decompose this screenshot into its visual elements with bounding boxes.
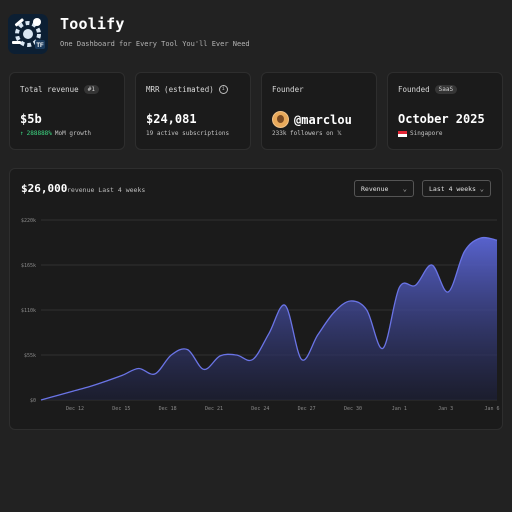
metric-select[interactable]: Revenue ⌄: [354, 180, 414, 197]
data-point: [382, 347, 384, 349]
country-name: Singapore: [410, 130, 443, 137]
total-revenue-label-row: Total revenue #1: [20, 85, 99, 94]
y-tick-label: $110k: [21, 308, 36, 314]
data-point: [73, 390, 75, 392]
revenue-chart-card: $0 $55k $110k $165k $220k Dec 12 Dec 15 Dec 18 D…: [9, 168, 503, 430]
data-point: [496, 239, 498, 241]
logo-text: TF: [36, 43, 44, 49]
data-point: [203, 369, 205, 371]
revenue-area: [41, 237, 497, 400]
total-revenue-value: $5b: [20, 112, 42, 126]
data-point: [236, 354, 238, 356]
tools-logo-icon: TF: [12, 18, 45, 49]
x-tick-label: Dec 18: [159, 406, 177, 412]
y-tick-label: $0: [30, 398, 36, 404]
growth-suffix: MoM growth: [54, 130, 92, 137]
founded-label-row: Founded SaaS: [398, 85, 458, 94]
data-point: [187, 349, 189, 351]
x-tick-label: Dec 21: [205, 406, 223, 412]
data-point: [350, 300, 352, 302]
chevron-down-icon: ⌄: [402, 184, 407, 193]
rank-badge: #1: [83, 85, 99, 94]
founded-card: Founded SaaS October 2025 Singapore: [387, 72, 503, 150]
data-point: [154, 373, 156, 375]
data-point: [317, 334, 319, 336]
x-tick-label: Dec 12: [66, 406, 84, 412]
app-subtitle: One Dashboard for Every Tool You'll Ever…: [60, 40, 250, 48]
data-point: [301, 359, 303, 361]
data-point: [447, 291, 449, 293]
founded-label: Founded: [398, 85, 430, 94]
x-tick-label: Dec 27: [298, 406, 316, 412]
mrr-label-row: MRR (estimated) i: [146, 85, 228, 94]
data-point: [268, 333, 270, 335]
x-tick-label: Jan 6: [484, 406, 499, 412]
data-point: [398, 287, 400, 289]
x-tick-label: Jan 3: [438, 406, 453, 412]
singapore-flag-icon: [398, 130, 407, 137]
founder-row[interactable]: @marclou: [272, 111, 352, 128]
x-tick-label: Jan 1: [392, 406, 407, 412]
data-point: [219, 355, 221, 357]
app-logo: TF: [8, 14, 48, 54]
revenue-chart: $0 $55k $110k $165k $220k Dec 12 Dec 15 Dec 18 D…: [21, 218, 500, 412]
avatar: [272, 111, 289, 128]
data-point: [138, 368, 140, 370]
data-point: [480, 237, 482, 239]
data-point: [284, 305, 286, 307]
founder-handle[interactable]: @marclou: [294, 112, 352, 127]
data-point: [105, 380, 107, 382]
data-point: [415, 284, 417, 286]
metric-select-value: Revenue: [361, 184, 389, 193]
x-tick-label: Dec 24: [251, 406, 269, 412]
data-point: [464, 251, 466, 253]
mrr-value: $24,081: [146, 112, 197, 126]
category-badge: SaaS: [434, 85, 458, 94]
data-point: [40, 399, 42, 401]
range-select-value: Last 4 weeks: [429, 184, 476, 193]
y-tick-label: $55k: [24, 353, 36, 359]
chevron-down-icon: ⌄: [479, 184, 484, 193]
x-tick-label: Dec 30: [344, 406, 362, 412]
chart-caption: revenue Last 4 weeks: [67, 186, 146, 194]
data-point: [170, 354, 172, 356]
founded-date: October 2025: [398, 112, 485, 126]
founder-label: Founder: [272, 85, 304, 94]
founder-card: Founder @marclou 233k followers on 𝕏: [261, 72, 377, 150]
growth-value: 288888%: [26, 130, 52, 137]
data-point: [366, 309, 368, 311]
data-point: [56, 395, 58, 397]
total-revenue-label: Total revenue: [20, 85, 79, 94]
country-row: Singapore: [398, 130, 443, 137]
mrr-label: MRR (estimated): [146, 85, 214, 94]
mrr-subscriptions: 19 active subscriptions: [146, 130, 230, 137]
growth-row: ↑ 288888% MoM growth: [20, 130, 91, 137]
founder-followers: 233k followers on 𝕏: [272, 130, 342, 137]
app-title: Toolify: [60, 15, 125, 33]
total-revenue-card: Total revenue #1 $5b ↑ 288888% MoM growt…: [9, 72, 125, 150]
range-select[interactable]: Last 4 weeks ⌄: [422, 180, 491, 197]
x-tick-label: Dec 15: [112, 406, 130, 412]
data-point: [89, 386, 91, 388]
info-icon[interactable]: i: [218, 85, 228, 94]
revenue-line: [40, 236, 498, 401]
data-point: [431, 264, 433, 266]
arrow-up-icon: ↑: [20, 130, 24, 137]
data-point: [252, 359, 254, 361]
y-tick-label: $220k: [21, 218, 36, 224]
mrr-card: MRR (estimated) i $24,081 19 active subs…: [135, 72, 251, 150]
data-point: [122, 374, 124, 376]
y-tick-label: $165k: [21, 263, 36, 269]
chart-total: $26,000: [21, 182, 68, 195]
data-point: [333, 311, 335, 313]
